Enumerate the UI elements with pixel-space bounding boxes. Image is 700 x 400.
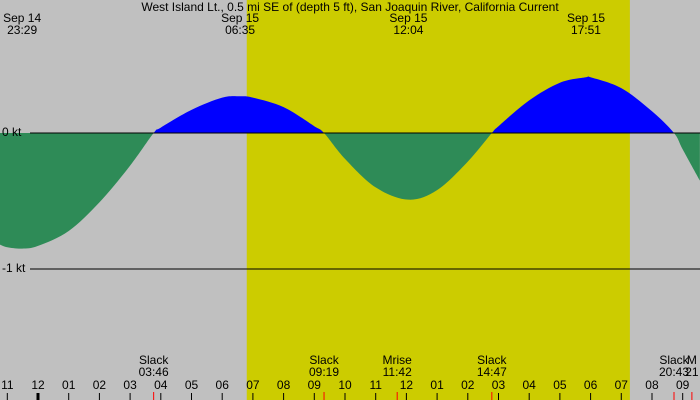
event-time: 03:46 [139, 365, 169, 379]
extreme-date: Sep 15 [221, 11, 259, 25]
event-label: Mrise [383, 353, 413, 367]
event-time: 21 [685, 365, 699, 379]
extreme-time: 06:35 [225, 23, 255, 37]
x-tick-label: 04 [523, 378, 537, 392]
x-tick-label: 09 [308, 378, 322, 392]
extreme-time: 17:51 [571, 23, 601, 37]
x-tick-label: 02 [93, 378, 107, 392]
event-time: 09:19 [309, 365, 339, 379]
y-tick-label: 0 kt [2, 125, 22, 139]
daylight-band [246, 0, 630, 400]
x-tick-label: 03 [123, 378, 137, 392]
x-tick-label: 07 [615, 378, 629, 392]
x-tick-label: 12 [400, 378, 414, 392]
x-tick-label: 10 [338, 378, 352, 392]
x-tick-label: 03 [492, 378, 506, 392]
x-tick-label: 01 [430, 378, 444, 392]
event-time: 11:42 [383, 365, 412, 379]
x-tick-label: 05 [185, 378, 199, 392]
x-tick-label: 09 [676, 378, 690, 392]
x-tick-label: 11 [369, 378, 382, 392]
x-tick-label: 04 [154, 378, 168, 392]
x-tick-label: 06 [584, 378, 598, 392]
x-tick-label: 02 [461, 378, 475, 392]
x-tick-label: 11 [1, 378, 14, 392]
y-tick-label: -1 kt [2, 261, 26, 275]
x-tick-label: 06 [216, 378, 230, 392]
event-label: M [687, 353, 697, 367]
event-time: 20:43 [659, 365, 689, 379]
x-tick-label: 07 [246, 378, 260, 392]
extreme-time: 23:29 [7, 23, 37, 37]
event-label: Slack [477, 353, 507, 367]
event-label: Slack [659, 353, 689, 367]
x-tick-label: 12 [31, 378, 45, 392]
event-time: 14:47 [477, 365, 507, 379]
x-tick-label: 05 [553, 378, 567, 392]
x-tick-label: 08 [645, 378, 659, 392]
event-label: Slack [139, 353, 169, 367]
event-label: Slack [309, 353, 339, 367]
current-area [0, 76, 700, 249]
extreme-time: 12:04 [393, 23, 423, 37]
chart-title: West Island Lt., 0.5 mi SE of (depth 5 f… [141, 0, 559, 14]
extreme-date: Sep 15 [389, 11, 427, 25]
x-tick-label: 08 [277, 378, 291, 392]
extreme-date: Sep 14 [3, 11, 41, 25]
x-tick-label: 01 [62, 378, 76, 392]
extreme-date: Sep 15 [567, 11, 605, 25]
